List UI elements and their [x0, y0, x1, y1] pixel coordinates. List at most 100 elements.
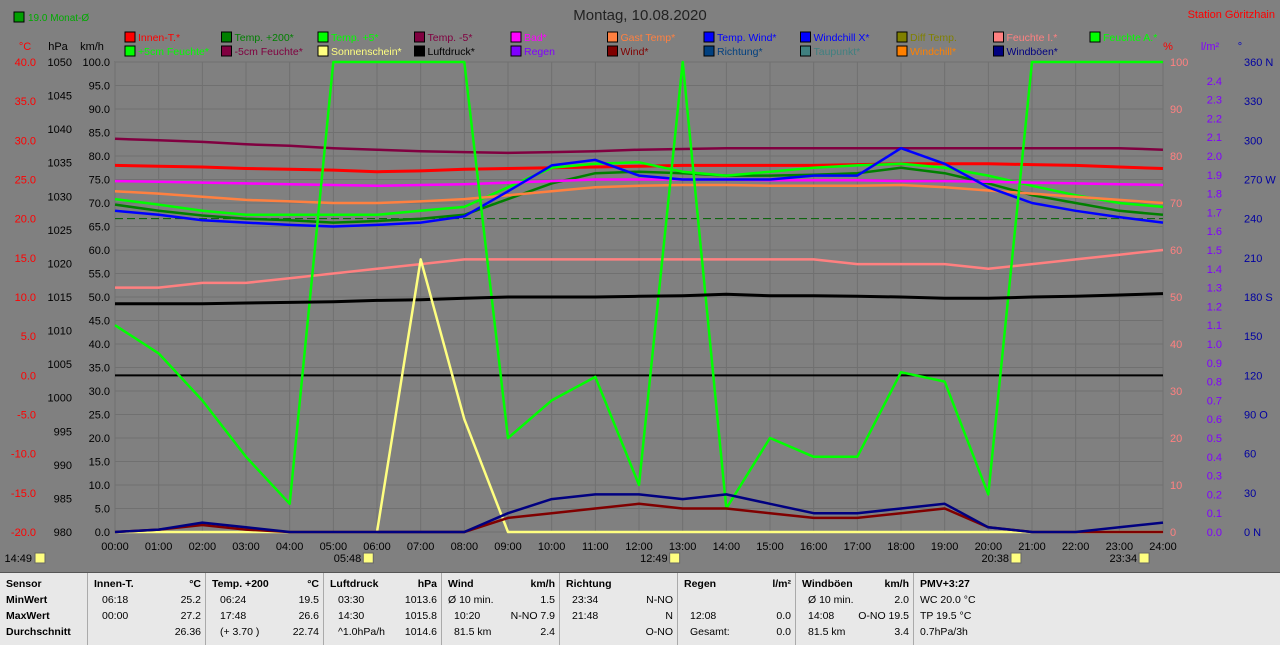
wind-max-time: 10:20: [454, 610, 481, 622]
rain-tick-label: 0.3: [1207, 471, 1222, 483]
wind-max-value: N-NO 7.9: [510, 610, 555, 622]
temp200-avg-value: 22.74: [292, 626, 319, 638]
luftdruck-min-time: 03:30: [338, 594, 365, 606]
direction-tick-label: 240: [1244, 214, 1262, 226]
legend-swatch: [607, 45, 618, 57]
legend-label: +5cm Feuchte*: [138, 46, 209, 58]
direction-tick-label: 270 W: [1244, 175, 1276, 187]
time-tick-label: 04:00: [276, 541, 304, 553]
stats-innen: Innen-T. °C 06:18 25.2 00:00 27.2 26.36: [88, 573, 206, 645]
time-tick-label: 14:00: [713, 541, 741, 553]
temp-tick-label: 35.0: [15, 96, 36, 108]
series-feuchte-i: [115, 248, 1164, 289]
pressure-tick-label: 1040: [48, 124, 72, 136]
percent-tick-label: 30: [1170, 386, 1182, 398]
sunset-time-label: 20:38: [981, 553, 1009, 565]
percent-tick-label: 40: [1170, 339, 1182, 351]
temp200-min-time: 06:24: [220, 594, 247, 606]
luftdruck-max-time: 14:30: [338, 610, 365, 622]
temp-tick-label: -15.0: [11, 488, 36, 500]
legend-swatch: [510, 45, 522, 57]
speed-tick-label: 25.0: [89, 410, 110, 422]
wind-title: Wind: [448, 578, 474, 590]
percent-tick-label: 20: [1170, 433, 1182, 445]
temp-tick-label: -20.0: [11, 527, 36, 539]
time-tick-label: 07:00: [407, 541, 435, 553]
windboen-max-time: 14:08: [808, 610, 835, 622]
legend-label: Wind*: [621, 46, 649, 58]
pressure-tick-label: 1005: [48, 359, 72, 371]
wind-avg-value: 2.4: [540, 626, 555, 638]
sensor-title: Sensor: [6, 578, 42, 590]
rain-tick-label: 0.2: [1207, 489, 1222, 501]
series-lines: [114, 60, 1164, 534]
speed-tick-label: 40.0: [89, 339, 110, 351]
rain-tick-label: 1.7: [1207, 207, 1222, 219]
legend-swatch: [414, 45, 425, 57]
month-avg-swatch: [13, 11, 25, 23]
legend-swatch: [993, 45, 1004, 57]
speed-tick-label: 85.0: [89, 128, 110, 140]
speed-tick-label: 70.0: [89, 198, 110, 210]
percent-tick-label: 80: [1170, 151, 1182, 163]
direction-tick-label: 30: [1244, 488, 1256, 500]
moon-marker: [1138, 552, 1150, 564]
legend-label: Temp. -5*: [428, 32, 473, 44]
series-temp-wind: [114, 146, 1164, 228]
direction-tick-label: 60: [1244, 449, 1256, 461]
speed-tick-label: 45.0: [89, 316, 110, 328]
rain-tick-label: 0.7: [1207, 395, 1222, 407]
regen-max-time: 12:08: [690, 610, 717, 622]
innen-min-value: 25.2: [180, 594, 201, 606]
temp200-max-value: 26.6: [298, 610, 319, 622]
legend-label: Windchill*: [910, 46, 956, 58]
noon-marker: [669, 552, 681, 564]
speed-tick-label: 10.0: [89, 480, 110, 492]
legend-swatch: [221, 31, 232, 43]
rain-tick-label: 0.0: [1207, 527, 1222, 539]
legend-swatch: [800, 45, 811, 57]
legend-label: Sonnenschein*: [331, 46, 402, 58]
innen-min-time: 06:18: [102, 594, 129, 606]
luftdruck-unit: hPa: [417, 578, 437, 590]
time-tick-label: 15:00: [756, 541, 784, 553]
series-gast-temp: [114, 183, 1164, 205]
luftdruck-max-value: 1015.8: [404, 610, 437, 622]
percent-tick-label: 100: [1170, 57, 1188, 69]
legend-swatch: [993, 31, 1004, 43]
rain-tick-label: 0.5: [1207, 433, 1222, 445]
legend-swatch: [510, 31, 522, 43]
series-innen-t: [114, 162, 1164, 174]
time-tick-label: 06:00: [363, 541, 391, 553]
temp-tick-label: 0.0: [21, 370, 36, 382]
time-tick-label: 12:00: [625, 541, 653, 553]
legend-swatch: [896, 45, 908, 57]
pressure-tick-label: 1020: [48, 258, 72, 270]
speed-tick-label: 50.0: [89, 292, 110, 304]
direction-unit: °: [1238, 41, 1242, 53]
now-marker: [34, 552, 46, 564]
wind-avg10-value: 1.5: [540, 594, 555, 606]
min-label: MinWert: [6, 594, 48, 606]
moon-time-label: 23:34: [1110, 553, 1138, 565]
stats-panel: Sensor MinWert MaxWert Durchschnitt Inne…: [0, 572, 1280, 645]
pressure-tick-label: 1030: [48, 191, 72, 203]
stats-pmv: PMV+3:27 WC 20.0 °C TP 19.5 °C 0.7hPa/3h: [914, 573, 1034, 645]
temp-tick-label: 20.0: [15, 214, 36, 226]
pressure-tick-label: 1050: [48, 57, 72, 69]
legend-label: Innen-T.*: [138, 32, 180, 44]
richtung-max-time: 21:48: [572, 610, 599, 622]
series-feuchte-a: [114, 60, 1163, 510]
richtung-avg-value: O-NO: [645, 626, 673, 638]
weather-chart: Montag, 10.08.2020 Station Göritzhain 19…: [4, 7, 1277, 565]
time-tick-label: 22:00: [1062, 541, 1090, 553]
speed-tick-label: 20.0: [89, 433, 110, 445]
speed-tick-label: 90.0: [89, 104, 110, 116]
windboen-unit: km/h: [884, 578, 909, 590]
rain-tick-label: 0.6: [1207, 414, 1222, 426]
series-temp-200: [114, 166, 1164, 224]
noon-time-label: 12:49: [640, 553, 668, 565]
time-tick-label: 23:00: [1106, 541, 1134, 553]
time-tick-label: 05:00: [320, 541, 348, 553]
time-tick-label: 03:00: [232, 541, 260, 553]
